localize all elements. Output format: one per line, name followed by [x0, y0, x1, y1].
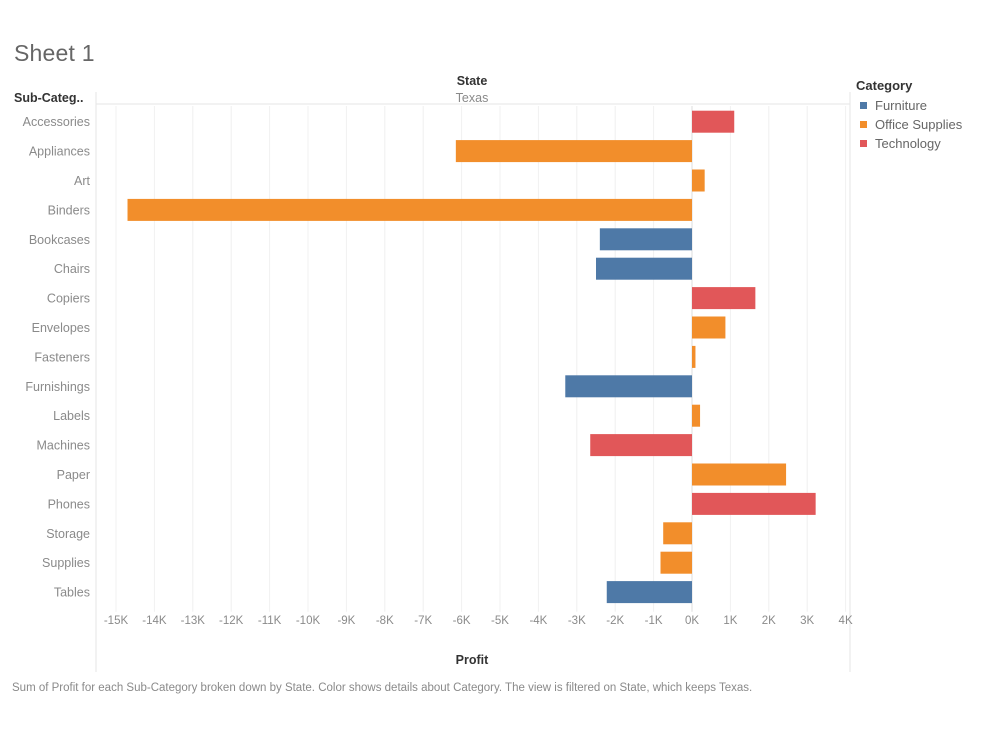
x-tick-label: -12K [219, 615, 244, 627]
column-header-field: State [457, 74, 488, 88]
bar-supplies[interactable] [660, 551, 692, 574]
bar-phones[interactable] [692, 492, 816, 515]
x-tick-label: -10K [296, 615, 321, 627]
row-label-accessories: Accessories [23, 115, 90, 129]
legend-swatch-technology [860, 140, 867, 147]
x-tick-label: 3K [800, 615, 814, 627]
legend-swatch-furniture [860, 102, 867, 109]
legend-item-office-supplies[interactable]: Office Supplies [856, 115, 962, 134]
x-tick-label: -15K [104, 615, 129, 627]
bar-furnishings[interactable] [565, 375, 692, 398]
row-label-supplies: Supplies [42, 556, 90, 570]
bar-art[interactable] [692, 169, 705, 192]
row-label-paper: Paper [57, 468, 90, 482]
caption: Sum of Profit for each Sub-Category brok… [12, 682, 753, 694]
x-tick-label: -3K [568, 615, 586, 627]
row-label-envelopes: Envelopes [32, 321, 90, 335]
row-header: Sub-Categ.. [14, 91, 83, 105]
x-tick-label: -7K [414, 615, 432, 627]
legend-title: Category [856, 78, 913, 93]
row-label-phones: Phones [48, 497, 90, 511]
row-label-copiers: Copiers [47, 292, 90, 306]
x-tick-label: -8K [376, 615, 394, 627]
bar-envelopes[interactable] [692, 316, 726, 339]
x-tick-label: 4K [839, 615, 853, 627]
x-tick-label: -13K [181, 615, 206, 627]
bar-appliances[interactable] [455, 140, 692, 163]
x-tick-labels: -15K -14K -13K -12K -11K -10K -9K -8K -7K -6K -5K -… [104, 615, 853, 627]
row-label-furnishings: Furnishings [25, 380, 90, 394]
bar-binders[interactable] [127, 198, 692, 221]
legend: Category Furniture Office Supplies Techn… [856, 78, 962, 153]
row-label-art: Art [74, 174, 91, 188]
gridlines [115, 106, 847, 612]
bar-tables[interactable] [606, 581, 692, 604]
x-tick-label: 2K [762, 615, 776, 627]
row-label-machines: Machines [37, 439, 91, 453]
column-header-value: Texas [456, 91, 489, 105]
legend-swatch-office-supplies [860, 121, 867, 128]
x-tick-label: -11K [258, 615, 282, 627]
x-tick-label: -6K [453, 615, 471, 627]
x-tick-label: -14K [142, 615, 167, 627]
bar-copiers[interactable] [692, 287, 756, 310]
bar-labels[interactable] [692, 404, 701, 427]
x-tick-label: -2K [606, 615, 624, 627]
chart-frame [95, 92, 851, 672]
x-tick-label: -9K [337, 615, 355, 627]
legend-label-office-supplies: Office Supplies [875, 117, 963, 132]
x-tick-label: -4K [529, 615, 547, 627]
row-label-bookcases: Bookcases [29, 233, 90, 247]
bar-bookcases[interactable] [599, 228, 692, 251]
row-label-tables: Tables [54, 586, 90, 600]
x-tick-label: -1K [645, 615, 663, 627]
legend-label-technology: Technology [875, 136, 941, 151]
bar-storage[interactable] [663, 522, 692, 545]
row-label-fasteners: Fasteners [34, 350, 90, 364]
row-label-binders: Binders [48, 203, 90, 217]
row-label-storage: Storage [46, 527, 90, 541]
x-tick-label: -5K [491, 615, 509, 627]
legend-label-furniture: Furniture [875, 98, 928, 113]
x-axis-title: Profit [456, 653, 489, 667]
row-label-appliances: Appliances [29, 145, 90, 159]
bars [127, 110, 816, 604]
legend-item-technology[interactable]: Technology [856, 134, 962, 153]
row-label-chairs: Chairs [54, 262, 90, 276]
bar-fasteners[interactable] [692, 345, 696, 368]
sheet-title: Sheet 1 [14, 40, 95, 66]
bar-paper[interactable] [692, 463, 787, 486]
legend-item-furniture[interactable]: Furniture [856, 96, 962, 115]
row-labels: Accessories Appliances Art Binders Bookcases… [23, 115, 91, 599]
bar-accessories[interactable] [692, 110, 735, 133]
row-label-labels: Labels [53, 409, 90, 423]
bar-chairs[interactable] [596, 257, 692, 280]
x-tick-label: 0K [685, 615, 699, 627]
x-tick-label: 1K [723, 615, 737, 627]
bar-machines[interactable] [590, 434, 692, 457]
